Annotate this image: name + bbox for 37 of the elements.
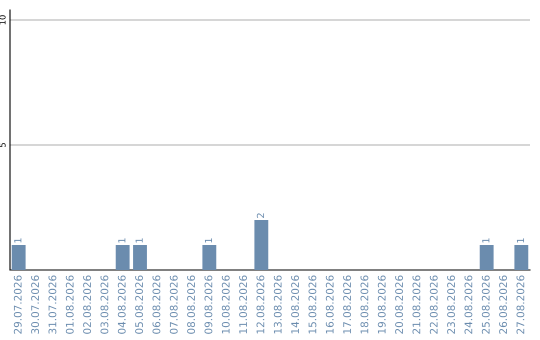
- x-tick-label: 03.08.2026: [100, 276, 108, 334]
- x-tick-label: 13.08.2026: [274, 276, 282, 334]
- x-tick-label: 05.08.2026: [135, 276, 144, 334]
- x-tick-label: 26.08.2026: [499, 276, 508, 334]
- x-tick-label: 07.08.2026: [170, 276, 178, 334]
- x-tick-label: 01.08.2026: [66, 276, 74, 334]
- data-label: 1: [14, 238, 22, 243]
- x-tick-label: 09.08.2026: [204, 276, 212, 334]
- x-tick-label: 30.07.2026: [31, 276, 40, 334]
- x-tick-label: 10.08.2026: [222, 276, 230, 334]
- x-tick-label: 11.08.2026: [239, 276, 248, 334]
- x-tick-label: 21.08.2026: [412, 276, 420, 334]
- x-tick-label: 22.08.2026: [430, 276, 438, 334]
- data-label: 2: [256, 213, 264, 218]
- x-tick-label: 15.08.2026: [308, 276, 316, 334]
- data-label: 1: [482, 238, 490, 243]
- data-label: 1: [136, 238, 143, 243]
- x-tick-label: 27.08.2026: [516, 276, 524, 334]
- data-label: 1: [118, 238, 126, 243]
- x-tick-label: 19.08.2026: [378, 276, 386, 334]
- x-tick-label: 02.08.2026: [83, 276, 92, 334]
- data-label: 1: [516, 238, 524, 243]
- x-tick-label: 24.08.2026: [464, 276, 472, 334]
- data-label: 1: [204, 238, 212, 243]
- x-tick-label: 12.08.2026: [256, 276, 264, 334]
- x-tick-label: 16.08.2026: [326, 276, 334, 334]
- x-tick-label: 17.08.2026: [343, 276, 352, 334]
- x-tick-label: 23.08.2026: [447, 276, 456, 334]
- x-tick-label: 29.07.2026: [14, 276, 22, 334]
- x-tick-label: 25.08.2026: [482, 276, 490, 334]
- x-tick-label: 31.07.2026: [48, 276, 56, 334]
- x-tick-label: 20.08.2026: [395, 276, 404, 334]
- x-tick-label: 18.08.2026: [360, 276, 368, 334]
- x-tick-label: 06.08.2026: [152, 276, 160, 334]
- x-tick-label: 04.08.2026: [118, 276, 126, 334]
- x-tick-label: 14.08.2026: [291, 276, 300, 334]
- x-tick-label: 08.08.2026: [187, 276, 196, 334]
